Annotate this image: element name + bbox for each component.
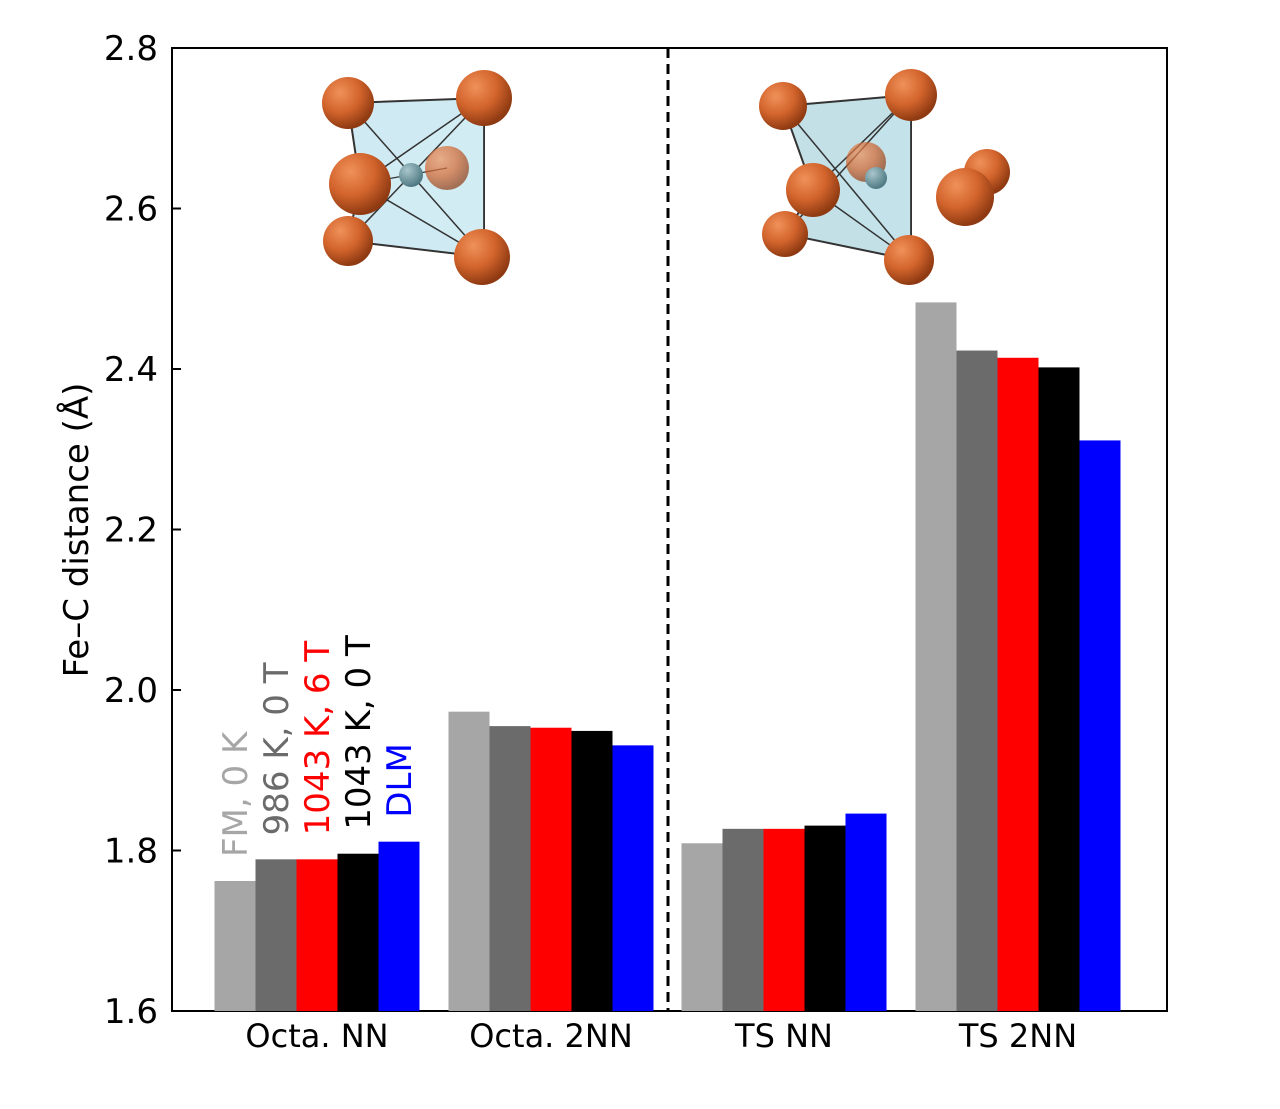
bars-group bbox=[214, 302, 1121, 1012]
bar-0-3 bbox=[915, 302, 957, 1012]
legend-entry: 1043 K, 0 T bbox=[339, 635, 379, 830]
bar-1-1 bbox=[489, 726, 531, 1011]
y-tick-label: 2.0 bbox=[104, 671, 158, 711]
y-tick-label: 2.2 bbox=[104, 511, 158, 551]
bar-3-1 bbox=[571, 730, 613, 1011]
x-tick-label: Octa. NN bbox=[245, 1017, 388, 1055]
bar-3-3 bbox=[1038, 367, 1080, 1011]
bar-2-0 bbox=[296, 859, 338, 1011]
bar-2-2 bbox=[763, 828, 805, 1011]
bar-4-3 bbox=[1079, 440, 1121, 1011]
bar-1-2 bbox=[722, 828, 764, 1011]
x-tick-label: TS 2NN bbox=[958, 1017, 1077, 1055]
y-tick-label: 1.6 bbox=[104, 992, 158, 1032]
bar-0-0 bbox=[214, 880, 256, 1011]
y-axis-label: Fe–C distance (Å) bbox=[56, 383, 97, 678]
y-tick-label: 2.8 bbox=[104, 29, 158, 69]
bar-1-0 bbox=[255, 859, 297, 1011]
bar-1-3 bbox=[956, 350, 998, 1012]
bar-2-1 bbox=[530, 727, 572, 1011]
octahedral-site-structure bbox=[322, 70, 512, 285]
x-axis: Octa. NN Octa. 2NN TS NN TS 2NN bbox=[245, 1017, 1077, 1055]
legend-entry: 1043 K, 6 T bbox=[298, 641, 338, 836]
y-tick-label: 2.6 bbox=[104, 190, 158, 230]
y-axis: 1.6 1.8 2.0 2.2 2.4 2.6 2.8 bbox=[104, 29, 181, 1032]
bar-3-0 bbox=[337, 853, 379, 1011]
bar-4-1 bbox=[612, 745, 654, 1011]
legend-entry: DLM bbox=[380, 743, 420, 817]
y-tick-label: 1.8 bbox=[104, 832, 158, 872]
x-tick-label: TS NN bbox=[734, 1017, 833, 1055]
bar-0-1 bbox=[448, 711, 490, 1011]
bar-2-3 bbox=[997, 357, 1039, 1011]
bar-4-2 bbox=[845, 813, 887, 1011]
bar-3-2 bbox=[804, 825, 846, 1011]
y-tick-label: 2.4 bbox=[104, 350, 158, 390]
bar-0-2 bbox=[681, 843, 723, 1011]
bar-4-0 bbox=[378, 841, 420, 1011]
transition-state-structure bbox=[759, 69, 1010, 285]
legend-entry: 986 K, 0 T bbox=[257, 662, 297, 835]
x-tick-label: Octa. 2NN bbox=[469, 1017, 633, 1055]
legend-entry: FM, 0 K bbox=[216, 730, 256, 857]
